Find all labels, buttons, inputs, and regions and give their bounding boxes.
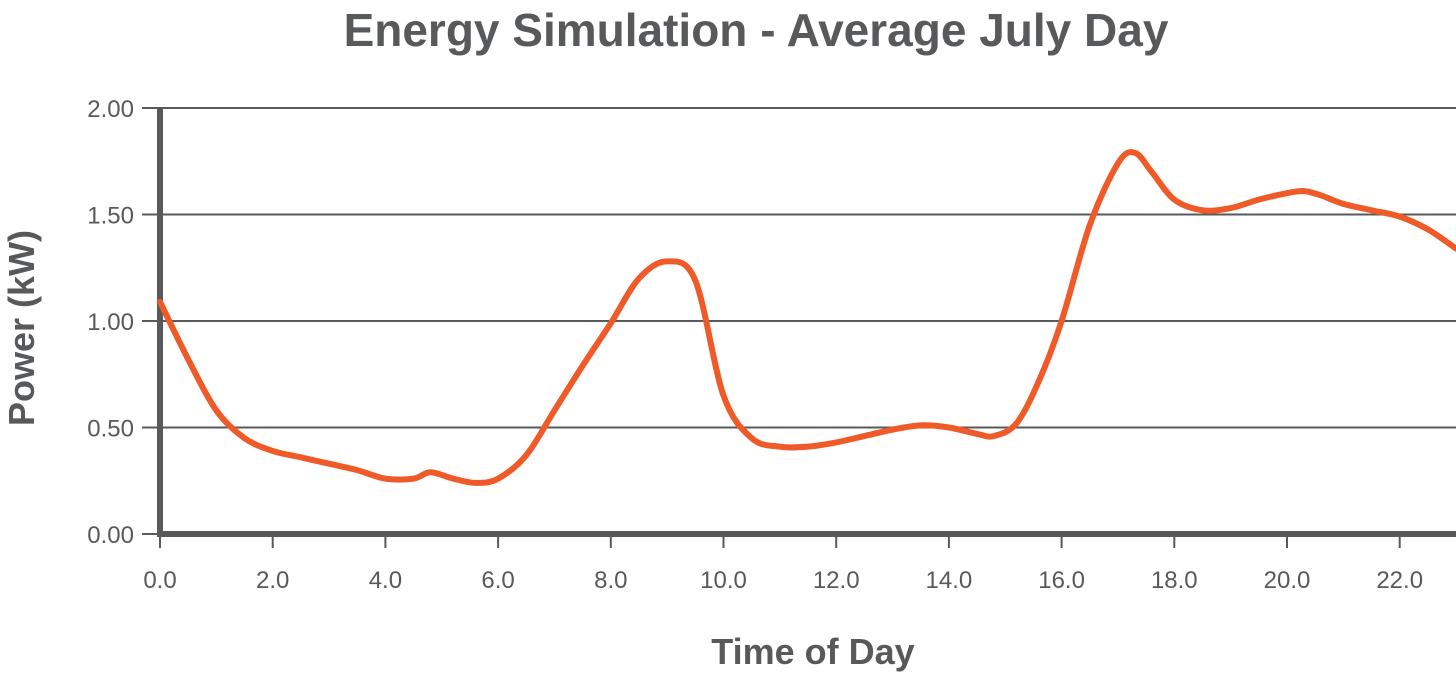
x-tick-label: 0.0 <box>143 567 176 594</box>
y-tick-label: 1.50 <box>87 203 134 230</box>
grid-lines <box>160 107 1456 429</box>
data-series <box>157 149 1456 486</box>
y-tick-label: 2.00 <box>87 96 134 123</box>
y-tick-label: 1.00 <box>87 309 134 336</box>
x-tick-label: 18.0 <box>1151 567 1198 594</box>
x-tick-label: 10.0 <box>700 567 747 594</box>
x-tick-label: 14.0 <box>926 567 973 594</box>
y-tick-label: 0.00 <box>87 522 134 549</box>
x-tick-label: 8.0 <box>594 567 627 594</box>
series-line <box>157 149 1456 486</box>
x-tick-label: 22.0 <box>1376 567 1423 594</box>
axes <box>157 108 1456 537</box>
y-tick-label: 0.50 <box>87 416 134 443</box>
axis-ticks: 0.00 0.50 1.00 1.50 2.00 0.0 2.0 4.0 6.0 8.0 10.0 1… <box>87 96 1423 594</box>
x-tick-label: 4.0 <box>369 567 402 594</box>
x-axis-label: Time of Day <box>711 631 914 672</box>
x-tick-label: 20.0 <box>1264 567 1311 594</box>
y-axis-label: Power (kW) <box>1 230 42 426</box>
x-tick-label: 2.0 <box>256 567 289 594</box>
x-tick-label: 6.0 <box>481 567 514 594</box>
x-tick-label: 12.0 <box>813 567 860 594</box>
chart-title: Energy Simulation - Average July Day <box>344 4 1169 56</box>
x-tick-label: 16.0 <box>1038 567 1085 594</box>
